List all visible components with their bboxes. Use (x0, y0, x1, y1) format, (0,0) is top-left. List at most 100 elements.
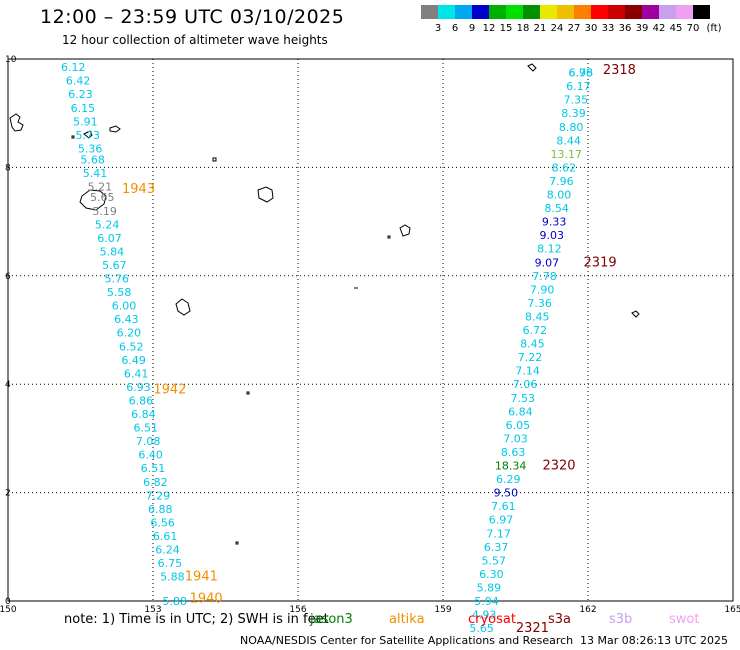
wave-value: 5.65 (90, 191, 115, 204)
wave-value: 6.49 (121, 354, 146, 367)
legend-swatch (574, 5, 591, 19)
legend-swatch (591, 5, 608, 19)
wave-value: 6.05 (506, 419, 531, 432)
mission-label: altika (389, 612, 425, 627)
legend-swatch (540, 5, 557, 19)
island-shape (79, 189, 107, 211)
wave-value: 18.34 (495, 460, 527, 473)
mission-label: swot (669, 612, 700, 627)
island-shape (527, 63, 537, 72)
legend-label: 36 (618, 23, 632, 34)
wave-value: 5.57 (482, 554, 507, 567)
wave-value: 6.75 (158, 557, 183, 570)
map-title: 12:00 – 23:59 UTC 03/10/2025 (40, 6, 345, 28)
legend-label: 33 (601, 23, 615, 34)
wave-value: 8.39 (561, 107, 586, 120)
legend-label: 15 (499, 23, 513, 34)
wave-value: 6.43 (114, 313, 139, 326)
island-shape (71, 135, 75, 139)
wave-value: 6.23 (68, 88, 93, 101)
generated-timestamp: 13 Mar 08:26:13 UTC 2025 (580, 634, 728, 647)
island-shape (83, 130, 93, 139)
wave-value: 5.94 (474, 595, 499, 608)
legend-label: 39 (635, 23, 649, 34)
wave-value: 7.96 (549, 175, 574, 188)
island-shape (399, 224, 411, 237)
wave-value: 7.14 (515, 365, 540, 378)
island-shape (246, 391, 250, 395)
wave-value: 9.33 (542, 216, 567, 229)
mission-label: jason3 (310, 612, 353, 627)
wave-value: 9.50 (494, 487, 519, 500)
legend-label: 6 (451, 23, 459, 34)
legend-swatch (659, 5, 676, 19)
wave-value: 8.54 (544, 202, 569, 215)
legend-label: 30 (584, 23, 598, 34)
lat-tick-label: 10 (5, 55, 17, 65)
legend-swatch (625, 5, 642, 19)
wave-value: 9.07 (535, 256, 560, 269)
lat-tick-label: 8 (5, 163, 11, 173)
lon-tick-label: 162 (579, 605, 596, 615)
mission-label: s3b (609, 612, 633, 627)
legend-label: 9 (468, 23, 476, 34)
wave-value: 5.91 (73, 115, 98, 128)
wave-value: 7.08 (136, 435, 161, 448)
wave-value: 5.41 (83, 167, 108, 180)
wave-value: 6.24 (155, 544, 180, 557)
island-shape (109, 125, 121, 133)
island-shape (631, 310, 640, 318)
wave-value: 5.68 (80, 153, 105, 166)
wave-value: 5.73 (76, 129, 101, 142)
island-shape (257, 186, 274, 203)
wave-value: 6.84 (131, 408, 156, 421)
islands (9, 63, 640, 545)
legend-label: 18 (516, 23, 530, 34)
wave-value: 6.07 (97, 232, 122, 245)
wave-value: 9.03 (540, 229, 565, 242)
legend-unit: (ft) (706, 23, 722, 34)
legend-swatch (693, 5, 710, 19)
wave-value: 7.36 (527, 297, 552, 310)
wave-value: 8.12 (537, 243, 562, 256)
pass-time-label: 2321 (516, 621, 549, 636)
legend-swatch (506, 5, 523, 19)
wave-value: 5.84 (100, 245, 125, 258)
map-grid (8, 59, 733, 601)
legend-swatch (608, 5, 625, 19)
wave-value: 6.97 (489, 514, 514, 527)
wave-value: 5.88 (160, 571, 185, 584)
legend-swatch (472, 5, 489, 19)
wave-value: 6.84 (508, 405, 533, 418)
wave-value: 8.80 (559, 121, 584, 134)
lat-tick-label: 0 (5, 597, 11, 607)
lon-tick-label: 156 (289, 605, 306, 615)
wave-value: 6.51 (134, 422, 159, 435)
legend-swatch (523, 5, 540, 19)
wave-value: 8.44 (556, 134, 581, 147)
legend-swatch (421, 5, 438, 19)
lat-tick-label: 2 (5, 489, 11, 499)
legend-label: 42 (652, 23, 666, 34)
island-shape (212, 157, 217, 162)
wave-value: 8.63 (501, 446, 526, 459)
wave-value: 6.41 (124, 367, 149, 380)
legend-swatch (642, 5, 659, 19)
island-shape (235, 541, 239, 545)
legend-swatch (489, 5, 506, 19)
mission-label: s3a (548, 612, 572, 627)
wave-value: 6.86 (129, 394, 154, 407)
wave-value: 7.03 (503, 432, 528, 445)
pass-labels: 1943 1942 1941 1940 2318 2319 2320 2321 (122, 63, 636, 636)
pass-time-label: 2320 (542, 459, 575, 474)
wave-value: 7.22 (518, 351, 543, 364)
wave-value: 6.76 (569, 67, 594, 80)
wave-value: 5.67 (102, 259, 127, 272)
wave-value: 5.65 (469, 622, 494, 635)
note-text: note: 1) Time is in UTC; 2) SWH is in fe… (64, 612, 329, 627)
wave-value: 6.51 (141, 462, 166, 475)
wave-value: 7.17 (486, 527, 511, 540)
wave-value: 7.35 (564, 94, 589, 107)
lon-tick-label: 153 (144, 605, 161, 615)
wave-value: 6.00 (112, 300, 137, 313)
